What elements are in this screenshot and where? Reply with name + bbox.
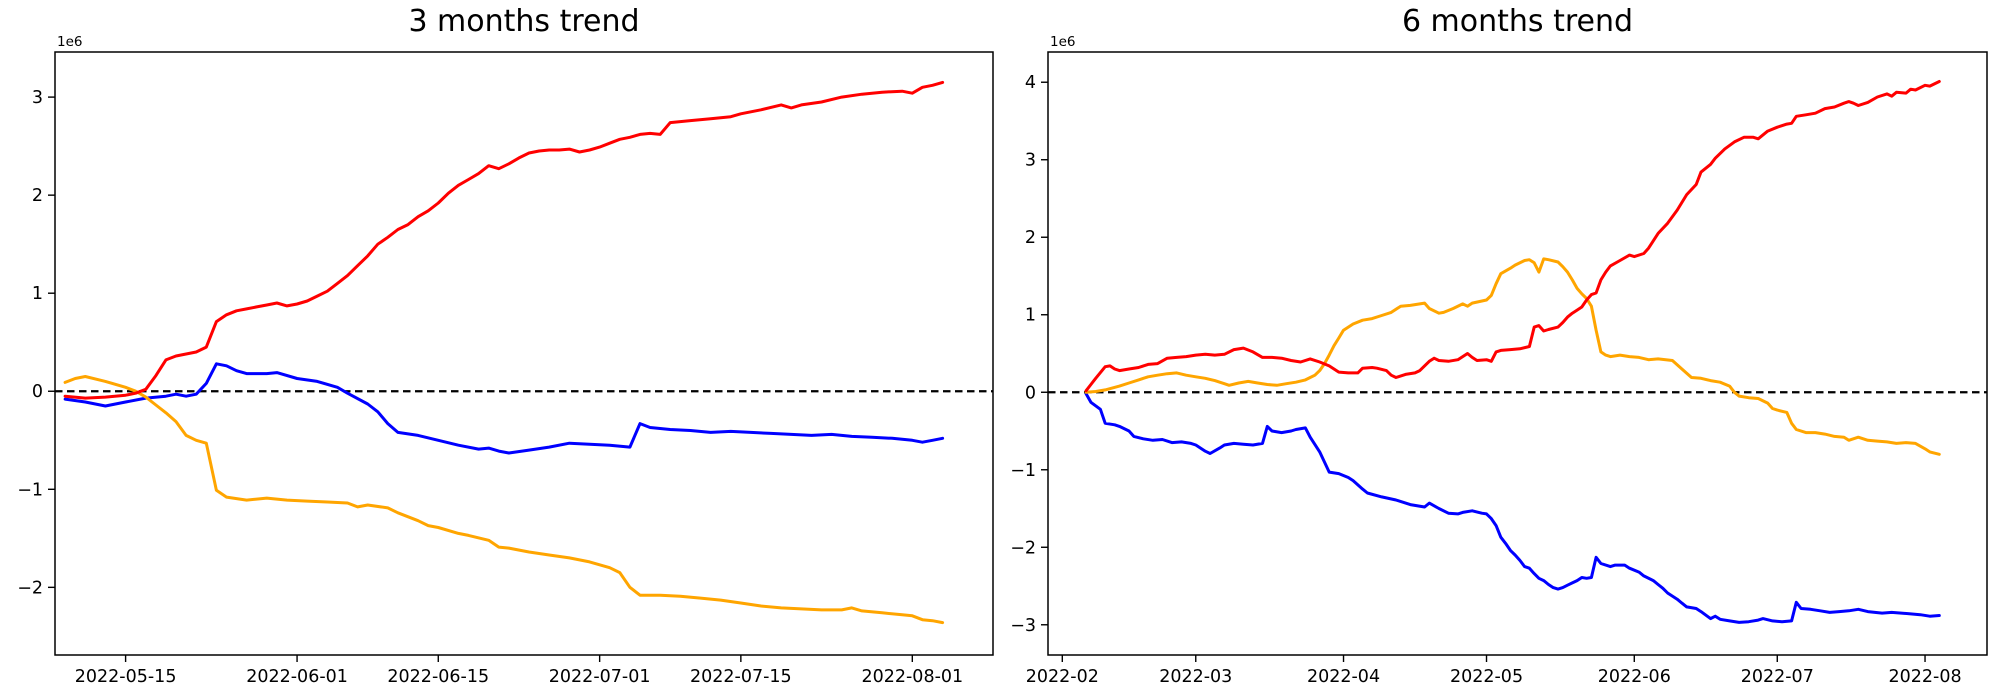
- plot-border: [1047, 51, 1988, 656]
- y-tick-label: 3: [1025, 151, 1036, 171]
- plot-border: [54, 51, 994, 656]
- x-tick-label: 2022-07-01: [549, 667, 651, 687]
- y-tick-label: −3: [1010, 616, 1036, 636]
- y-tick-label: 2: [32, 186, 43, 206]
- y-tick-label: −1: [1010, 461, 1036, 481]
- y-tick-label: 3: [32, 88, 43, 108]
- series-blue-line: [63, 362, 945, 455]
- x-tick-label: 2022-07-15: [690, 667, 792, 687]
- y-tick-label: 2: [1025, 228, 1036, 248]
- y-tick-label: 4: [1025, 73, 1036, 93]
- x-tick-label: 2022-05-15: [75, 667, 177, 687]
- series-blue-line: [1084, 392, 1941, 624]
- x-tick-label: 2022-05: [1450, 667, 1523, 687]
- y-axis-offset-label-left: 1e6: [57, 34, 83, 50]
- chart-title-6-months: 6 months trend: [1401, 4, 1634, 39]
- y-tick-label: −1: [17, 480, 43, 500]
- x-tick-label: 2022-04: [1307, 667, 1380, 687]
- x-tick-label: 2022-08-01: [861, 667, 963, 687]
- y-tick-label: −2: [1010, 538, 1036, 558]
- y-tick-label: 0: [1025, 383, 1036, 403]
- chart-title-3-months: 3 months trend: [408, 4, 640, 39]
- series-red-line: [63, 80, 945, 400]
- series-orange-line: [63, 375, 945, 625]
- y-tick-label: 1: [1025, 306, 1036, 326]
- series-orange-line: [1084, 257, 1941, 456]
- x-tick-label: 2022-06-15: [387, 667, 489, 687]
- chart-canvas-3-months: 2022-05-15 2022-06-01 2022-06-15 2022-07-01…: [17, 51, 994, 687]
- y-tick-label: 0: [32, 382, 43, 402]
- y-tick-label: −2: [17, 578, 43, 598]
- x-tick-label: 2022-06-01: [246, 667, 348, 687]
- x-tick-label: 2022-06: [1598, 667, 1671, 687]
- chart-canvas-6-months: 2022-02 2022-03 2022-04 2022-05 2022-06 2022-…: [1010, 51, 1988, 687]
- x-tick-label: 2022-02: [1026, 667, 1099, 687]
- x-tick-label: 2022-03: [1159, 667, 1232, 687]
- x-tick-label: 2022-08: [1888, 667, 1961, 687]
- y-axis-offset-label-right: 1e6: [1050, 34, 1076, 50]
- y-tick-label: 1: [32, 284, 43, 304]
- series-red-line: [1084, 80, 1941, 393]
- x-tick-label: 2022-07: [1741, 667, 1814, 687]
